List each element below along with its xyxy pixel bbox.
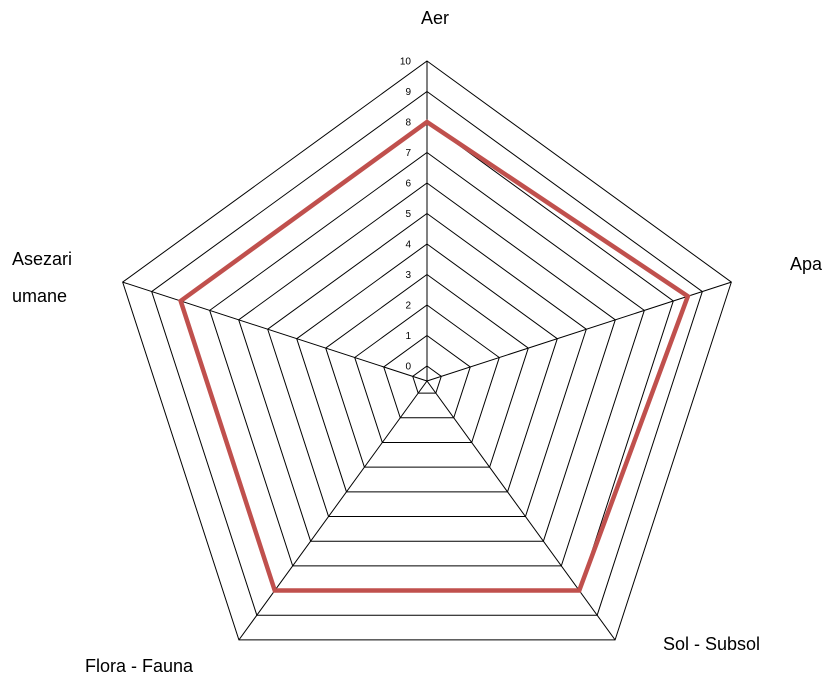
grid-ring-4 [296,243,558,493]
category-label-line: Sol - Subsol [663,634,760,654]
category-label-0: Aer [421,8,449,28]
spoke-1 [426,281,732,382]
spoke-4 [122,281,428,382]
grid-ring-7 [209,151,645,567]
tick-labels: 0 1 2 3 4 5 6 7 8 9 10 [400,57,412,373]
tick-label-0: 0 [405,362,411,373]
series-line-0 [178,119,691,593]
category-label-3: Flora - Fauna [85,656,194,676]
grid-ring-0 [412,365,442,394]
axis-spokes [122,61,732,641]
tick-label-3: 3 [405,270,411,281]
category-labels: Aer Apa Sol - Subsol Flora - Fauna Asezari um… [12,8,823,676]
tick-label-1: 1 [405,331,411,342]
grid-ring-5 [267,212,587,518]
tick-label-7: 7 [405,148,411,159]
category-label-line: Aer [421,8,449,28]
grid-ring-2 [354,304,500,443]
grid-ring-9 [151,90,703,616]
spoke-3 [238,380,428,641]
grid-ring-10 [122,60,732,641]
tick-label-8: 8 [405,118,411,129]
tick-label-9: 9 [405,87,411,98]
tick-label-5: 5 [405,209,411,220]
tick-label-6: 6 [405,179,411,190]
category-label-1: Apa [790,254,823,274]
series-layer [178,119,691,593]
tick-label-2: 2 [405,301,411,312]
category-label-line: Flora - Fauna [85,656,194,676]
grid-ring-3 [325,273,529,468]
tick-label-10: 10 [400,57,412,68]
tick-label-4: 4 [405,240,411,251]
spoke-2 [426,380,616,641]
category-label-line: Asezari [12,249,72,269]
grid-ring-1 [383,334,471,419]
category-label-4: Asezari umane [12,249,72,306]
category-label-line: umane [12,286,67,306]
category-label-line: Apa [790,254,823,274]
category-label-2: Sol - Subsol [663,634,760,654]
grid-ring-6 [238,182,616,542]
